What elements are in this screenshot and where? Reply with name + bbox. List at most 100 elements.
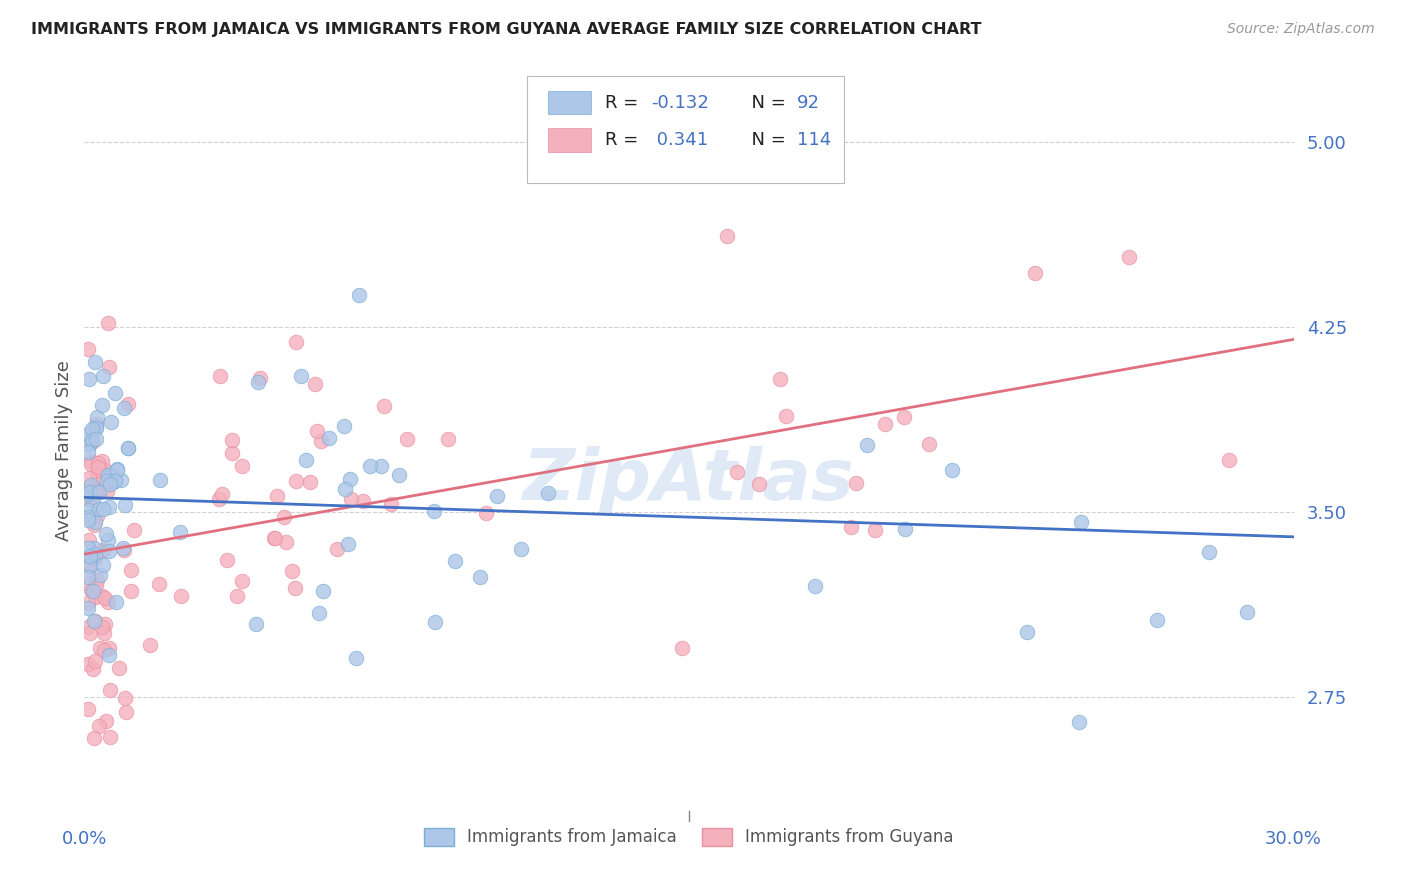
Point bbox=[396, 432, 419, 446]
Point bbox=[855, 438, 877, 452]
Point bbox=[94, 591, 117, 605]
Point bbox=[209, 369, 232, 384]
Point bbox=[536, 486, 558, 500]
Point bbox=[170, 589, 193, 603]
Point bbox=[281, 564, 304, 578]
Point bbox=[83, 541, 105, 555]
Point bbox=[77, 486, 100, 500]
Point bbox=[1024, 266, 1046, 280]
Point bbox=[80, 477, 103, 491]
Point bbox=[84, 614, 107, 628]
Point bbox=[311, 434, 333, 448]
Point bbox=[79, 549, 101, 563]
Point bbox=[1146, 613, 1168, 627]
Point bbox=[117, 397, 139, 411]
Point bbox=[86, 432, 108, 446]
Point bbox=[716, 229, 738, 244]
Text: Source: ZipAtlas.com: Source: ZipAtlas.com bbox=[1227, 22, 1375, 37]
Point bbox=[100, 415, 122, 429]
Point bbox=[97, 500, 120, 515]
Point bbox=[339, 472, 361, 486]
Point bbox=[295, 453, 318, 467]
Text: N =: N = bbox=[740, 94, 792, 112]
Point bbox=[100, 468, 122, 483]
Point bbox=[370, 459, 392, 474]
Point bbox=[97, 543, 120, 558]
Point bbox=[97, 648, 120, 662]
Point bbox=[77, 471, 100, 485]
Point bbox=[1198, 545, 1220, 559]
Point bbox=[245, 616, 267, 631]
Point bbox=[83, 615, 105, 629]
Point bbox=[79, 558, 101, 573]
Point bbox=[468, 570, 491, 584]
Point bbox=[94, 463, 117, 477]
Point bbox=[231, 574, 253, 588]
Text: N =: N = bbox=[740, 131, 792, 149]
Point bbox=[139, 638, 162, 652]
Point bbox=[112, 543, 135, 558]
Point bbox=[509, 542, 531, 557]
Point bbox=[941, 463, 963, 477]
Point bbox=[86, 421, 108, 435]
Point bbox=[86, 484, 108, 499]
Point bbox=[340, 491, 363, 506]
Point bbox=[671, 640, 693, 655]
Point bbox=[83, 731, 105, 746]
Point bbox=[82, 584, 104, 599]
Point bbox=[149, 473, 172, 487]
Point bbox=[263, 531, 285, 545]
Point bbox=[333, 418, 356, 433]
Point bbox=[82, 662, 104, 676]
Point bbox=[221, 433, 243, 447]
Point bbox=[77, 427, 100, 442]
Point bbox=[769, 372, 792, 386]
Point bbox=[304, 376, 326, 391]
Point bbox=[79, 454, 101, 468]
Point bbox=[84, 653, 107, 667]
Point bbox=[84, 590, 107, 604]
Point bbox=[96, 474, 118, 488]
Point bbox=[290, 369, 312, 384]
Point bbox=[423, 504, 446, 518]
Point bbox=[84, 578, 107, 592]
Point bbox=[873, 417, 896, 432]
Point bbox=[90, 619, 112, 633]
Point bbox=[388, 467, 411, 482]
Point bbox=[97, 468, 120, 483]
Point bbox=[97, 533, 120, 547]
Point bbox=[276, 535, 298, 549]
Point bbox=[221, 446, 243, 460]
Point bbox=[83, 552, 105, 566]
Point bbox=[91, 398, 114, 412]
Point bbox=[437, 432, 460, 446]
Point bbox=[93, 642, 115, 657]
Point bbox=[169, 524, 191, 539]
Point bbox=[98, 682, 121, 697]
Point bbox=[98, 359, 121, 374]
Text: 0.341: 0.341 bbox=[651, 131, 709, 149]
Point bbox=[89, 484, 111, 499]
Point bbox=[98, 640, 121, 655]
Point bbox=[80, 555, 103, 569]
Point bbox=[91, 542, 114, 557]
Point bbox=[94, 714, 117, 728]
Point bbox=[273, 509, 295, 524]
Point bbox=[77, 570, 100, 584]
Point bbox=[112, 401, 135, 415]
Point bbox=[79, 625, 101, 640]
Point bbox=[1118, 250, 1140, 264]
Point bbox=[246, 375, 269, 389]
Point bbox=[748, 476, 770, 491]
Point bbox=[917, 436, 939, 450]
Point bbox=[208, 492, 231, 507]
Y-axis label: Average Family Size: Average Family Size bbox=[55, 360, 73, 541]
Point bbox=[865, 523, 887, 537]
Point bbox=[91, 502, 114, 516]
Point bbox=[1070, 515, 1092, 529]
Point bbox=[308, 607, 330, 621]
Point bbox=[1218, 452, 1240, 467]
Point bbox=[486, 489, 509, 503]
Point bbox=[725, 465, 748, 479]
Point bbox=[359, 458, 381, 473]
